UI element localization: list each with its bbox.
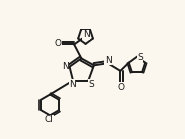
Text: N: N (69, 80, 76, 89)
Text: S: S (137, 53, 143, 62)
Text: N: N (83, 30, 90, 39)
Text: S: S (88, 80, 94, 89)
Text: O: O (117, 83, 125, 92)
Text: N: N (62, 62, 69, 71)
Text: N: N (105, 56, 112, 65)
Text: Cl: Cl (45, 115, 54, 124)
Text: O: O (55, 39, 62, 48)
